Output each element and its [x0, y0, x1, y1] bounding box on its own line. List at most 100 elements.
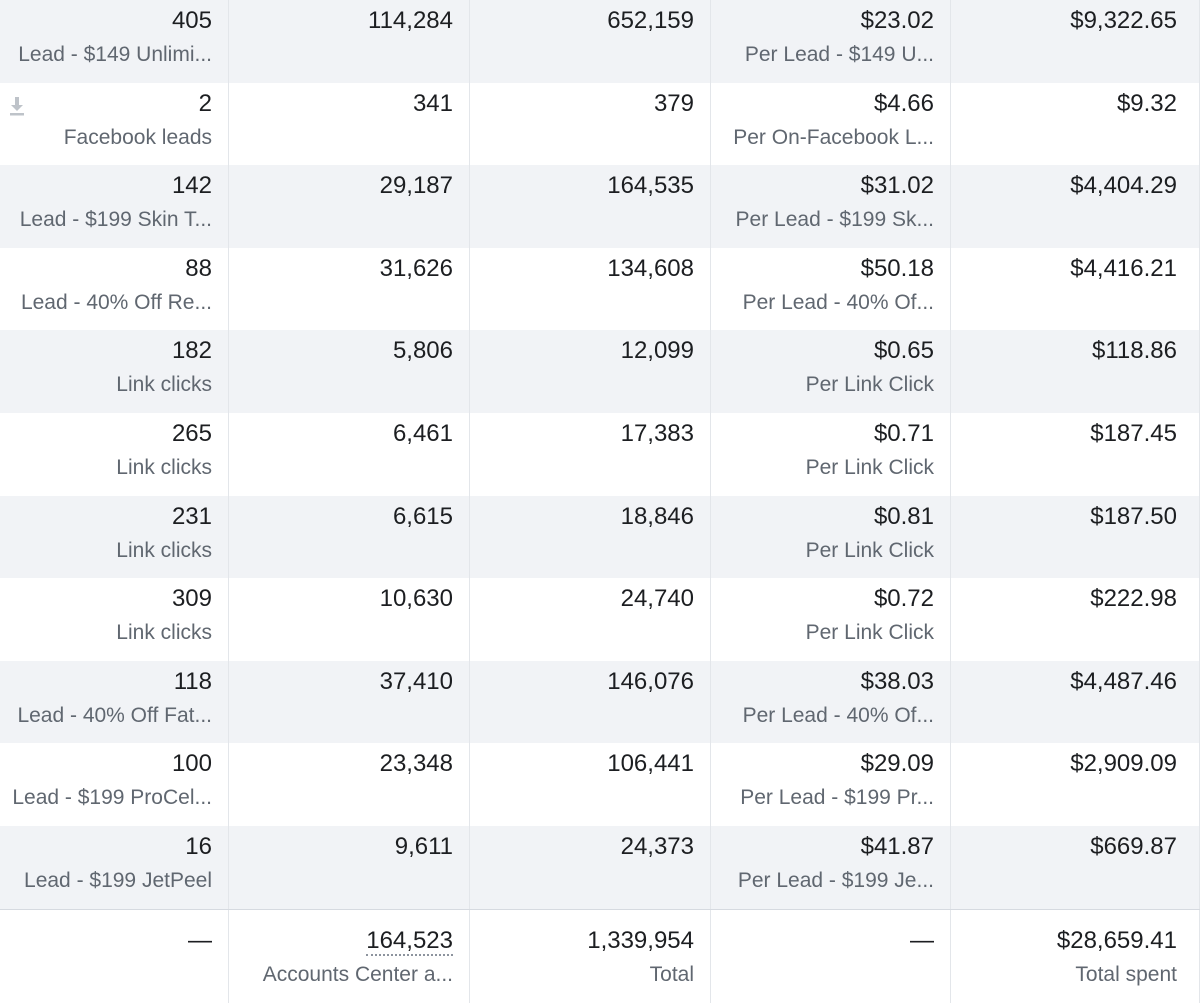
impressions-value: 17,383 — [620, 419, 694, 447]
total-impressions-value: 1,339,954 — [587, 926, 694, 954]
results-label: Lead - 40% Off Re... — [20, 290, 212, 314]
amount-spent-cell: $4,416.21 — [951, 247, 1200, 331]
cost-per-result-cell: $29.09 Per Lead - $199 Pr... — [711, 743, 951, 826]
results-cell: 118 Lead - 40% Off Fat... — [0, 660, 229, 744]
reach-value: 37,410 — [379, 667, 453, 695]
amount-spent-value: $9.32 — [1116, 89, 1177, 117]
cost-per-result-cell: $38.03 Per Lead - 40% Of... — [711, 660, 951, 744]
results-cell: 16 Lead - $199 JetPeel — [0, 825, 229, 909]
reach-cell: 29,187 — [229, 165, 470, 248]
impressions-cell: 18,846 — [470, 495, 711, 579]
results-value: 231 — [171, 502, 212, 530]
cost-per-result-cell: $0.71 Per Link Click — [711, 412, 951, 496]
cost-per-result-value: $23.02 — [860, 7, 934, 34]
results-label: Lead - 40% Off Fat... — [17, 703, 212, 727]
total-spent-label: Total spent — [1075, 962, 1177, 986]
results-label: Link clicks — [116, 538, 212, 562]
reach-cell: 6,615 — [229, 495, 470, 579]
table-row: 265 Link clicks 6,461 17,383 $0.71 Per Link C… — [0, 412, 1200, 496]
results-value: 88 — [185, 254, 212, 282]
table-row: 100 Lead - $199 ProCel... 23,348 106,441 $29… — [0, 743, 1200, 826]
amount-spent-cell: $2,909.09 — [951, 743, 1200, 826]
results-cell: 231 Link clicks — [0, 495, 229, 579]
reach-cell: 31,626 — [229, 247, 470, 331]
reach-value: 9,611 — [394, 832, 453, 860]
results-label: Link clicks — [116, 373, 212, 397]
cost-per-result-label: Per Lead - $149 U... — [744, 43, 934, 66]
reach-cell: 23,348 — [229, 743, 470, 826]
reach-cell: 5,806 — [229, 330, 470, 413]
total-reach-value[interactable]: 164,523 — [229, 926, 453, 956]
total-reach-label: Accounts Center a... — [262, 962, 453, 986]
results-cell: 405 Lead - $149 Unlimi... — [0, 0, 229, 83]
reach-value: 5,806 — [392, 337, 453, 365]
cost-per-result-label: Per Link Click — [805, 455, 934, 479]
reach-value: 31,626 — [379, 254, 453, 282]
results-cell: 100 Lead - $199 ProCel... — [0, 743, 229, 826]
amount-spent-value: $4,487.46 — [1070, 667, 1177, 695]
results-cell: 142 Lead - $199 Skin T... — [0, 165, 229, 248]
amount-spent-cell: $118.86 — [951, 330, 1200, 413]
reach-value: 114,284 — [368, 7, 453, 34]
results-cell: 182 Link clicks — [0, 330, 229, 413]
total-reach-number[interactable]: 164,523 — [366, 926, 453, 956]
total-spent-cell: $28,659.41 Total spent — [951, 909, 1200, 1003]
ads-results-table: 405 Lead - $149 Unlimi... 114,284 652,159 $2… — [0, 0, 1200, 909]
total-cost-cell: — — [711, 909, 951, 1003]
results-cell: 88 Lead - 40% Off Re... — [0, 247, 229, 331]
impressions-value: 12,099 — [620, 337, 694, 365]
reach-cell: 10,630 — [229, 578, 470, 661]
cost-per-result-cell: $0.65 Per Link Click — [711, 330, 951, 413]
amount-spent-value: $187.45 — [1090, 419, 1177, 447]
reach-cell: 6,461 — [229, 412, 470, 496]
reach-value: 23,348 — [379, 750, 453, 778]
table-row: 142 Lead - $199 Skin T... 29,187 164,535 $31… — [0, 165, 1200, 248]
results-value: 182 — [171, 337, 212, 365]
impressions-value: 106,441 — [607, 750, 694, 778]
cost-per-result-label: Per Link Click — [805, 621, 934, 645]
results-value: 405 — [171, 7, 212, 34]
total-reach-cell: 164,523 Accounts Center a... — [229, 909, 470, 1003]
amount-spent-cell: $187.50 — [951, 495, 1200, 579]
reach-cell: 37,410 — [229, 660, 470, 744]
results-value: 100 — [171, 750, 212, 778]
amount-spent-cell: $669.87 — [951, 825, 1200, 909]
table-row: 2 Facebook leads 341 379 $4.66 Per On-Faceboo… — [0, 82, 1200, 166]
results-label: Facebook leads — [63, 125, 212, 149]
cost-per-result-label: Per On-Facebook L... — [733, 125, 934, 149]
reach-cell: 9,611 — [229, 825, 470, 909]
cost-per-result-cell: $0.72 Per Link Click — [711, 578, 951, 661]
results-label: Lead - $199 ProCel... — [12, 786, 212, 810]
table-row: 88 Lead - 40% Off Re... 31,626 134,608 $50.1… — [0, 247, 1200, 331]
results-label: Link clicks — [116, 621, 212, 645]
reach-cell: 114,284 — [229, 0, 470, 83]
amount-spent-cell: $4,404.29 — [951, 165, 1200, 248]
reach-value: 29,187 — [379, 172, 453, 200]
impressions-value: 24,373 — [620, 832, 694, 860]
cost-per-result-cell: $41.87 Per Lead - $199 Je... — [711, 825, 951, 909]
amount-spent-cell: $9.32 — [951, 82, 1200, 166]
download-icon[interactable] — [8, 95, 26, 117]
amount-spent-cell: $9,322.65 — [951, 0, 1200, 83]
impressions-cell: 134,608 — [470, 247, 711, 331]
cost-per-result-label: Per Link Click — [805, 373, 934, 397]
table-row: 309 Link clicks 10,630 24,740 $0.72 Per Link … — [0, 578, 1200, 661]
results-cell: 2 Facebook leads — [0, 82, 229, 166]
cost-per-result-value: $38.03 — [860, 667, 934, 695]
cost-per-result-label: Per Lead - $199 Pr... — [740, 786, 934, 810]
cost-per-result-cell: $0.81 Per Link Click — [711, 495, 951, 579]
table-row: 231 Link clicks 6,615 18,846 $0.81 Per Link C… — [0, 495, 1200, 579]
impressions-value: 164,535 — [607, 172, 694, 200]
impressions-cell: 379 — [470, 82, 711, 166]
amount-spent-cell: $187.45 — [951, 412, 1200, 496]
cost-per-result-value: $50.18 — [860, 254, 934, 282]
cost-per-result-value: $31.02 — [860, 172, 934, 200]
cost-per-result-value: $0.81 — [873, 502, 934, 530]
impressions-value: 652,159 — [607, 7, 694, 34]
impressions-cell: 24,373 — [470, 825, 711, 909]
table-row: 118 Lead - 40% Off Fat... 37,410 146,076 $38… — [0, 660, 1200, 744]
total-cost-value: — — [910, 926, 934, 954]
table-row: 16 Lead - $199 JetPeel 9,611 24,373 $41.87 Pe… — [0, 825, 1200, 909]
cost-per-result-value: $4.66 — [873, 89, 934, 117]
amount-spent-value: $9,322.65 — [1070, 7, 1177, 34]
